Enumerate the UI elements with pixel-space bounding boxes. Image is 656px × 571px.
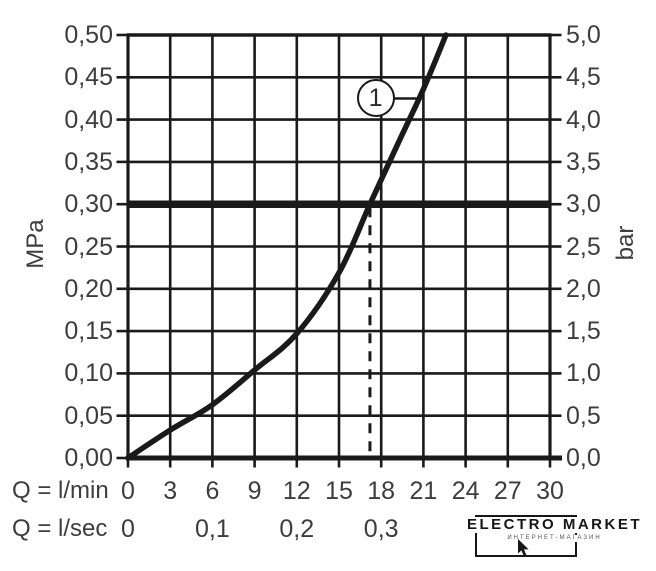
mouse-cursor-icon (518, 539, 529, 557)
x-tick-lmin-3: 3 (163, 477, 178, 505)
x-tick-lsec-0: 0 (121, 515, 135, 543)
y-tick-right-3,5: 3,5 (566, 147, 601, 176)
x-tick-lmin-27: 27 (493, 477, 522, 505)
x-axis-lmin-unit-label: Q = l/min (12, 477, 109, 504)
x-tick-lsec-0,2: 0,2 (279, 515, 315, 543)
y-tick-left-0,25: 0,25 (64, 232, 113, 261)
y-tick-left-0,00: 0,00 (64, 444, 113, 472)
y-tick-right-4,5: 4,5 (566, 63, 601, 92)
x-tick-lmin-15: 15 (325, 477, 353, 505)
watermark-subtitle-text: ИНТЕРНЕТ-МАГАЗИН (505, 535, 604, 542)
x-tick-lmin-24: 24 (451, 477, 480, 505)
x-tick-lmin-6: 6 (205, 477, 220, 505)
x-tick-lmin-9: 9 (247, 477, 262, 505)
y-tick-right-0,5: 0,5 (566, 401, 601, 430)
y-tick-right-0,0: 0,0 (566, 444, 601, 472)
x-tick-lmin-12: 12 (282, 477, 311, 505)
y-tick-left-0,20: 0,20 (64, 274, 113, 303)
x-tick-lsec-0,1: 0,1 (195, 515, 230, 543)
y-tick-right-2,0: 2,0 (566, 274, 601, 303)
x-tick-lmin-0: 0 (121, 477, 135, 505)
watermark-brand-text: ELECTRO MARKET (463, 517, 646, 533)
y-tick-left-0,05: 0,05 (64, 401, 113, 430)
x-axis-lsec-unit-label: Q = l/sec (12, 515, 108, 542)
x-tick-lmin-18: 18 (367, 477, 396, 505)
y-tick-left-0,35: 0,35 (64, 147, 113, 176)
y-tick-left-0,30: 0,30 (64, 190, 113, 219)
y-tick-right-1,0: 1,0 (566, 359, 601, 388)
y-tick-right-4,0: 4,0 (566, 105, 601, 134)
x-tick-lmin-21: 21 (409, 477, 438, 505)
x-tick-lmin-30: 30 (536, 477, 564, 505)
y-tick-left-0,45: 0,45 (64, 63, 113, 92)
curve-callout-1: 1 (356, 79, 395, 118)
y-tick-left-0,10: 0,10 (64, 359, 113, 388)
y-tick-left-0,50: 0,50 (64, 21, 113, 49)
y-tick-right-3,0: 3,0 (566, 190, 601, 219)
y-tick-right-1,5: 1,5 (566, 317, 601, 346)
x-tick-lsec-0,3: 0,3 (363, 515, 399, 543)
y-tick-right-2,5: 2,5 (566, 232, 601, 261)
curve-callout-1-label: 1 (368, 83, 383, 112)
y-tick-left-0,40: 0,40 (64, 105, 113, 134)
electro-market-watermark: ELECTRO MARKET ИНТЕРНЕТ-МАГАЗИН (453, 502, 656, 571)
y-tick-left-0,15: 0,15 (64, 317, 113, 346)
y-tick-right-5,0: 5,0 (566, 21, 601, 49)
flow-curve-1 (125, 32, 449, 461)
